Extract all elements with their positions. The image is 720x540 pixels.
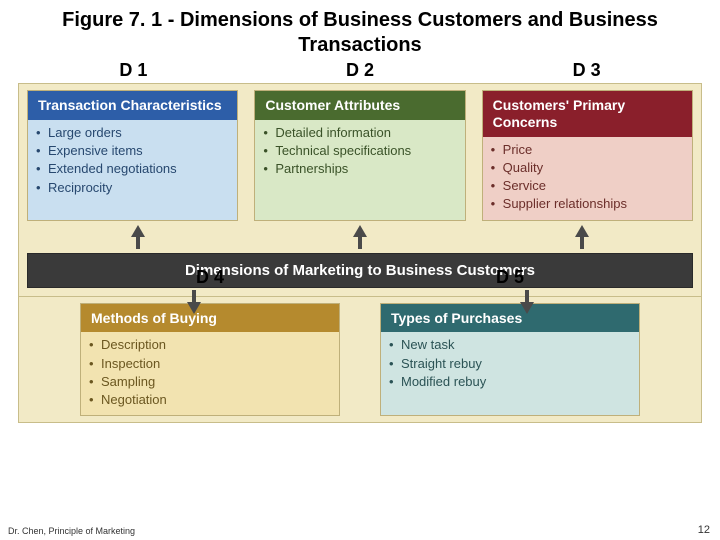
arrow-up-icon [131,225,145,237]
card-header: Types of Purchases [381,304,639,333]
list-item: Straight rebuy [387,355,633,373]
label-d2: D 2 [247,60,474,81]
bottom-card-row: Methods of Buying Description Inspection… [27,303,693,417]
list-item: Partnerships [261,160,458,178]
list-item: Extended negotiations [34,160,231,178]
list-item: Technical specifications [261,142,458,160]
diagram-panel-bottom: Methods of Buying Description Inspection… [18,296,702,424]
card-header: Transaction Characteristics [28,91,237,120]
list-item: Large orders [34,124,231,142]
mid-dimension-labels [0,297,720,301]
card-body: New task Straight rebuy Modified rebuy [381,332,639,415]
card-methods-of-buying: Methods of Buying Description Inspection… [80,303,340,417]
card-header: Customer Attributes [255,91,464,120]
list-item: Detailed information [261,124,458,142]
list-item: Price [489,141,686,159]
arrow-down-icon [520,302,534,314]
list-item: Modified rebuy [387,373,633,391]
label-d4: D 4 [60,267,360,288]
list-item: Sampling [87,373,333,391]
card-body: Price Quality Service Supplier relations… [483,137,692,220]
card-body: Detailed information Technical specifica… [255,120,464,220]
list-item: Service [489,177,686,195]
label-d1: D 1 [20,60,247,81]
card-header: Methods of Buying [81,304,339,333]
card-customer-attributes: Customer Attributes Detailed information… [254,90,465,221]
label-d3: D 3 [473,60,700,81]
card-types-of-purchases: Types of Purchases New task Straight reb… [380,303,640,417]
card-transaction-characteristics: Transaction Characteristics Large orders… [27,90,238,221]
footer-credit: Dr. Chen, Principle of Marketing [8,526,135,536]
arrow-down-icon [187,302,201,314]
list-item: Expensive items [34,142,231,160]
label-d5: D 5 [360,267,660,288]
figure-title: Figure 7. 1 - Dimensions of Business Cus… [0,0,720,60]
list-item: New task [387,336,633,354]
card-primary-concerns: Customers' Primary Concerns Price Qualit… [482,90,693,221]
list-item: Description [87,336,333,354]
list-item: Inspection [87,355,333,373]
list-item: Supplier relationships [489,195,686,213]
arrows-up-row [27,221,693,239]
card-header: Customers' Primary Concerns [483,91,692,137]
card-body: Large orders Expensive items Extended ne… [28,120,237,220]
top-card-row: Transaction Characteristics Large orders… [27,90,693,221]
list-item: Quality [489,159,686,177]
list-item: Reciprocity [34,179,231,197]
page-number: 12 [698,524,710,536]
top-dimension-labels: D 1 D 2 D 3 [0,60,720,81]
list-item: Negotiation [87,391,333,409]
card-body: Description Inspection Sampling Negotiat… [81,332,339,415]
arrow-up-icon [575,225,589,237]
arrow-up-icon [353,225,367,237]
